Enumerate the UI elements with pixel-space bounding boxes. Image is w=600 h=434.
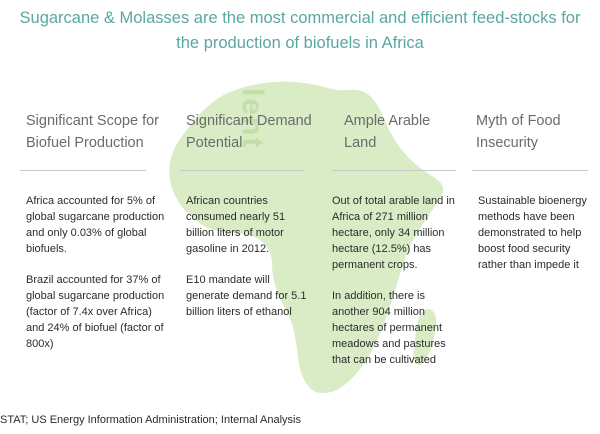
column-biofuel-scope: Significant Scope for Biofuel Production	[26, 110, 166, 154]
column-body: Out of total arable land in Africa of 27…	[332, 193, 460, 383]
divider	[180, 170, 304, 171]
paragraph: Sustainable bioenergy methods have been …	[478, 195, 587, 271]
paragraph: In addition, there is another 904 millio…	[332, 290, 446, 366]
paragraph: African countries consumed nearly 51 bil…	[186, 195, 286, 255]
column-body: Sustainable bioenergy methods have been …	[478, 193, 590, 288]
paragraph: E10 mandate will generate demand for 5.1…	[186, 274, 307, 318]
divider	[20, 170, 146, 171]
title-line-2: the production of biofuels in Africa	[176, 34, 424, 52]
page-title: Sugarcane & Molasses are the most commer…	[0, 6, 600, 56]
paragraph: Africa accounted for 5% of global sugarc…	[26, 195, 165, 255]
column-demand-potential: Significant Demand Potential	[186, 110, 326, 154]
title-line-1: Sugarcane & Molasses are the most commer…	[19, 9, 581, 27]
column-heading: Myth of Food Insecurity	[476, 113, 561, 151]
divider	[332, 170, 456, 171]
column-body: African countries consumed nearly 51 bil…	[186, 193, 311, 335]
column-heading: Significant Scope for Biofuel Production	[26, 113, 159, 151]
paragraph: Out of total arable land in Africa of 27…	[332, 195, 455, 271]
watermark-text: lent	[236, 88, 269, 150]
column-heading: Significant Demand Potential	[186, 113, 312, 151]
column-arable-land: Ample Arable Land	[344, 110, 464, 154]
paragraph: Brazil accounted for 37% of global sugar…	[26, 274, 165, 350]
column-body: Africa accounted for 5% of global sugarc…	[26, 193, 166, 367]
column-heading: Ample Arable Land	[344, 113, 431, 151]
source-footnote: STAT; US Energy Information Administrati…	[0, 414, 302, 426]
divider	[472, 170, 588, 171]
column-food-insecurity: Myth of Food Insecurity	[476, 110, 594, 154]
africa-map-icon	[169, 81, 444, 394]
